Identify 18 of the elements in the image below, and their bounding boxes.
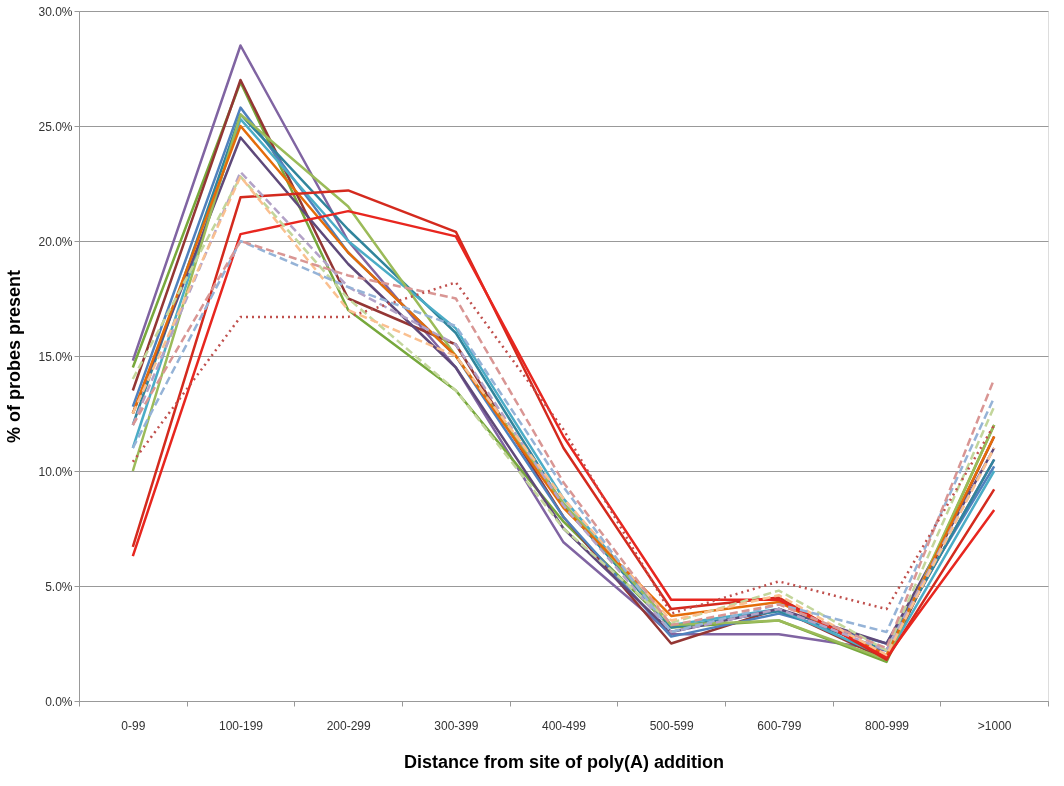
x-tick-label: 200-299: [326, 718, 372, 733]
y-tick-label: 25.0%: [38, 119, 73, 134]
x-tick-label: 300-399: [434, 718, 479, 733]
x-tick-label: 100-199: [218, 718, 264, 733]
y-tick-label: 15.0%: [38, 349, 73, 364]
y-tick-label: 20.0%: [38, 234, 73, 249]
y-tick-label: 10.0%: [38, 464, 73, 479]
x-tick-label: 600-799: [757, 718, 802, 733]
y-tick-label: 30.0%: [38, 4, 73, 19]
x-tick-label: 800-999: [864, 718, 910, 733]
y-axis-title: % of probes present: [4, 269, 25, 444]
x-axis-title: Distance from site of poly(A) addition: [403, 751, 725, 772]
x-tick-label: 400-499: [541, 718, 587, 733]
x-tick-label: >1000: [977, 718, 1012, 733]
y-tick-label: 0.0%: [45, 694, 73, 709]
y-tick-label: 5.0%: [45, 579, 73, 594]
x-tick-label: 0-99: [121, 718, 146, 733]
x-tick-label: 500-599: [649, 718, 695, 733]
